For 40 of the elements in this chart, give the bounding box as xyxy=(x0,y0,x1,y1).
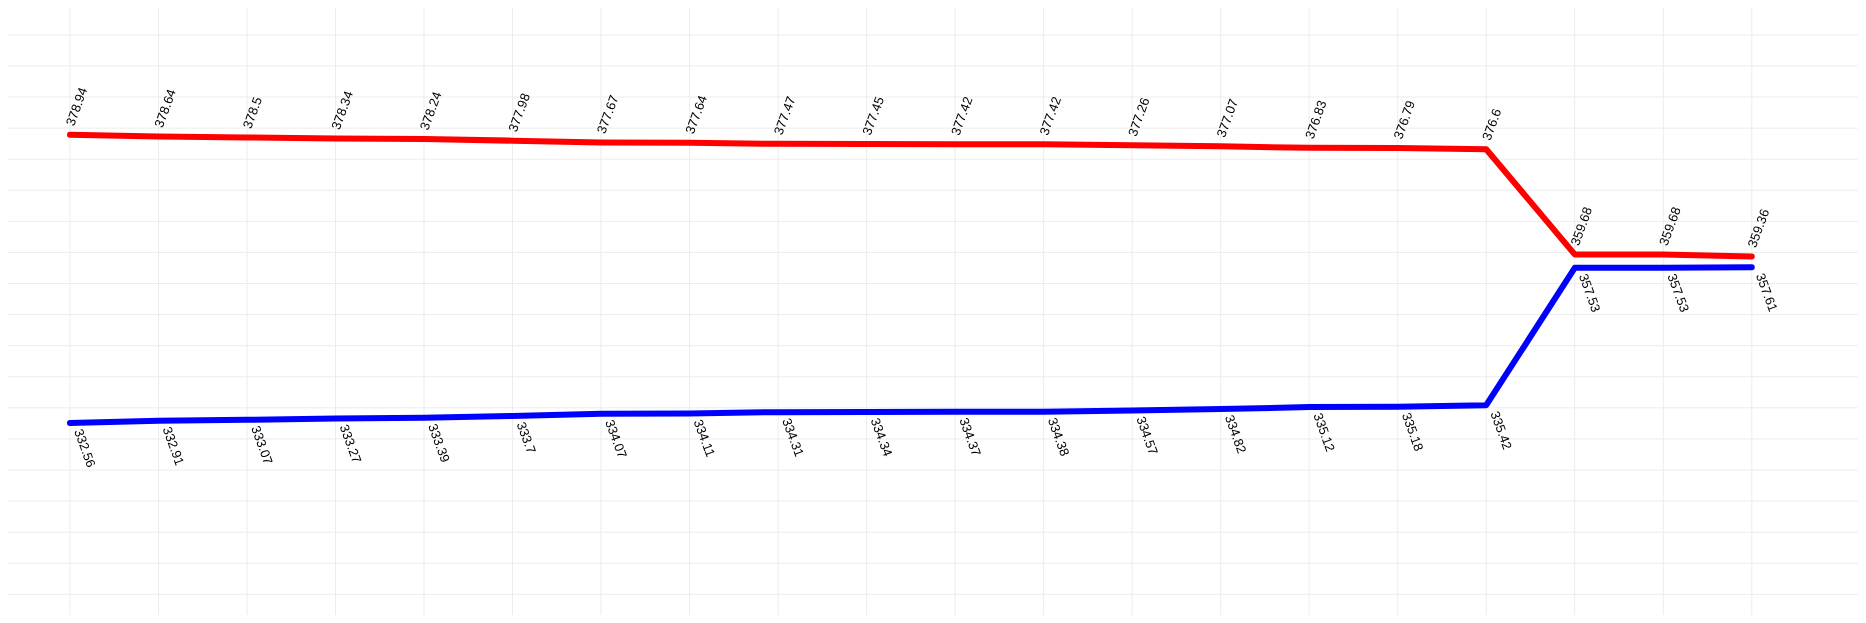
data-label: 335.12 xyxy=(1310,411,1339,454)
data-label: 332.91 xyxy=(159,424,188,468)
data-label: 334.57 xyxy=(1133,414,1162,457)
data-label: 377.47 xyxy=(770,94,799,137)
data-label: 334.11 xyxy=(690,417,719,459)
data-label: 377.07 xyxy=(1213,96,1242,140)
data-label: 377.64 xyxy=(682,93,710,136)
data-label: 377.42 xyxy=(947,94,976,138)
data-label: 378.5 xyxy=(239,94,265,131)
data-label: 333.7 xyxy=(513,419,539,456)
data-label: 377.26 xyxy=(1124,95,1153,139)
data-label: 333.27 xyxy=(336,422,365,465)
data-label: 332.56 xyxy=(71,426,99,470)
data-label: 333.39 xyxy=(425,421,453,465)
data-label: 335.18 xyxy=(1398,410,1427,454)
data-label: 334.38 xyxy=(1044,415,1073,459)
data-label: 377.67 xyxy=(593,93,622,136)
data-label: 357.53 xyxy=(1664,271,1693,315)
data-label: 378.64 xyxy=(151,87,179,130)
data-label: 359.68 xyxy=(1567,204,1596,248)
data-label: 334.07 xyxy=(602,417,630,461)
data-label: 377.42 xyxy=(1036,94,1065,138)
data-label: 334.31 xyxy=(779,416,807,459)
data-label: 377.98 xyxy=(505,91,533,134)
data-label: 359.36 xyxy=(1744,206,1773,250)
data-label: 376.6 xyxy=(1478,106,1505,143)
data-label: 377.45 xyxy=(859,94,888,137)
data-label: 357.61 xyxy=(1752,271,1781,314)
data-label: 334.37 xyxy=(956,415,985,459)
data-label: 334.82 xyxy=(1221,412,1250,456)
data-label: 357.53 xyxy=(1575,271,1604,315)
data-label: 376.79 xyxy=(1390,98,1419,142)
data-label: 335.42 xyxy=(1487,409,1516,452)
data-label: 378.94 xyxy=(62,85,91,128)
data-label: 376.83 xyxy=(1301,98,1330,141)
data-label: 378.24 xyxy=(416,89,445,133)
data-label: 333.07 xyxy=(248,423,276,467)
data-label: 334.34 xyxy=(867,415,896,459)
data-label: 359.68 xyxy=(1655,204,1684,248)
data-label: 378.34 xyxy=(328,88,356,132)
